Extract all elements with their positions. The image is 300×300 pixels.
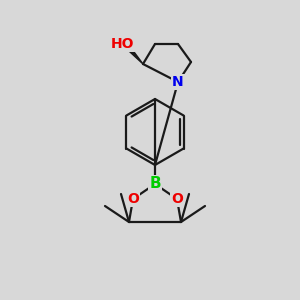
Circle shape	[171, 193, 183, 205]
Circle shape	[127, 193, 139, 205]
Text: O: O	[127, 192, 139, 206]
Circle shape	[148, 177, 162, 191]
Circle shape	[172, 76, 184, 88]
Text: N: N	[172, 75, 184, 89]
Text: B: B	[149, 176, 161, 191]
Text: O: O	[171, 192, 183, 206]
Circle shape	[117, 36, 133, 52]
Polygon shape	[123, 42, 143, 64]
Text: HO: HO	[111, 37, 135, 51]
